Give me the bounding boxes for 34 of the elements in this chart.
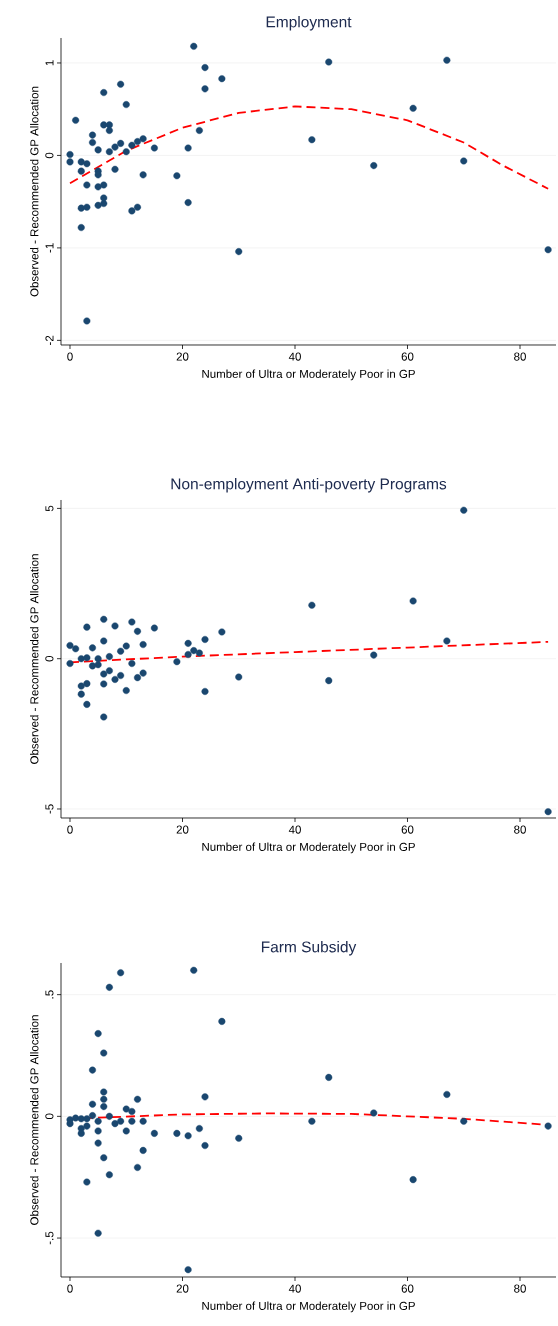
x-tick-label: 40: [288, 825, 301, 834]
y-tick-label: .5: [45, 990, 54, 999]
x-tick-label: 60: [401, 1284, 414, 1293]
y-axis-title: Observed - Recommended GP Allocation: [30, 1015, 39, 1225]
x-tick-label: 20: [176, 1284, 189, 1293]
y-tick-label: -5: [45, 804, 54, 814]
chart-title: Employment: [266, 16, 352, 31]
y-tick-label: -1: [45, 243, 54, 253]
chart-title: Non-employment Anti-poverty Programs: [171, 478, 447, 493]
x-tick-label: 0: [67, 1284, 73, 1293]
x-tick-label: 80: [514, 825, 526, 834]
y-tick-label: 0: [45, 1113, 54, 1120]
chart-title: Farm Subsidy: [261, 941, 357, 956]
x-tick-label: 40: [288, 352, 301, 361]
y-tick-label: 0: [45, 152, 54, 159]
y-axis-title: Observed - Recommended GP Allocation: [30, 554, 39, 764]
x-tick-label: 40: [288, 1284, 301, 1293]
x-tick-label: 20: [176, 352, 189, 361]
x-tick-label: 0: [67, 352, 73, 361]
y-tick-label: 1: [45, 60, 54, 66]
y-axis-title: Observed - Recommended GP Allocation: [30, 86, 39, 297]
x-tick-label: 60: [401, 352, 414, 361]
x-tick-label: 0: [67, 825, 73, 834]
x-axis-title: Number of Ultra or Moderately Poor in GP: [202, 842, 415, 854]
x-axis-title: Number of Ultra or Moderately Poor in GP: [202, 369, 415, 381]
x-tick-label: 80: [514, 352, 526, 361]
x-tick-label: 80: [514, 1284, 526, 1293]
y-tick-label: 0: [45, 655, 54, 662]
x-tick-label: 20: [176, 825, 189, 834]
x-tick-label: 60: [401, 825, 414, 834]
y-tick-label: -2: [45, 335, 54, 345]
x-axis-title: Number of Ultra or Moderately Poor in GP: [202, 1301, 415, 1313]
y-tick-label: 5: [45, 505, 54, 512]
y-tick-label: -.5: [45, 1231, 54, 1245]
